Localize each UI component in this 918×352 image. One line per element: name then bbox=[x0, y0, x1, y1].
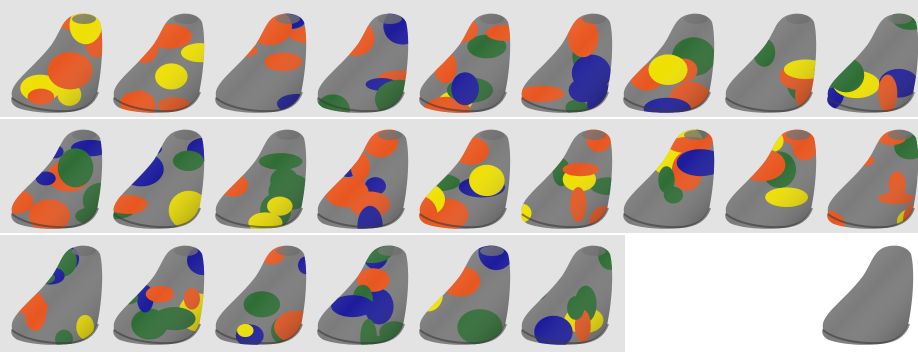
shoe-grid bbox=[0, 0, 918, 352]
figure bbox=[0, 0, 918, 352]
shoe-shading bbox=[822, 246, 913, 345]
shoe bbox=[822, 246, 913, 345]
